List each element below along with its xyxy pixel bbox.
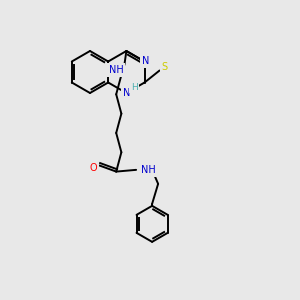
Text: NH: NH xyxy=(141,165,155,175)
Text: N: N xyxy=(123,88,130,98)
Text: O: O xyxy=(89,164,97,173)
Text: S: S xyxy=(161,62,168,73)
Text: H: H xyxy=(131,82,138,91)
Text: N: N xyxy=(142,56,149,67)
Text: NH: NH xyxy=(109,65,124,75)
